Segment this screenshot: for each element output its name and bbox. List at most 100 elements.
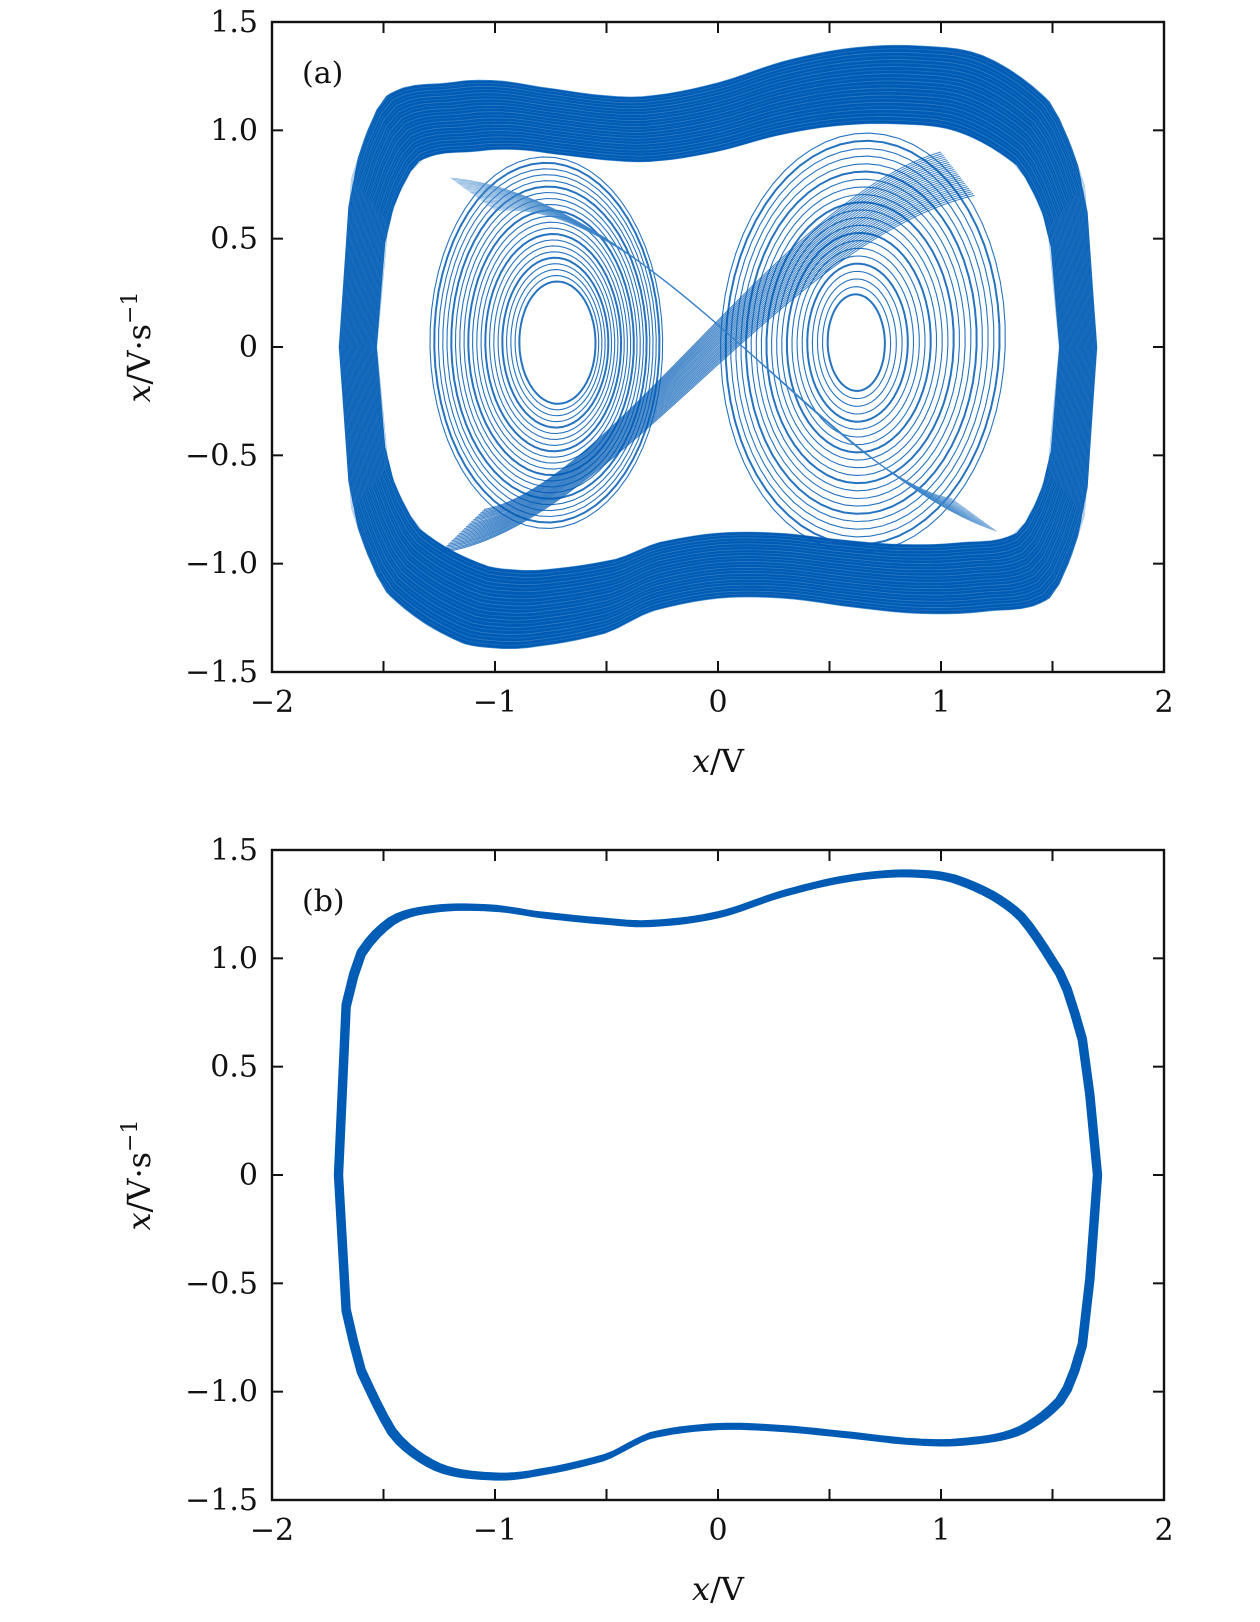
y-axis-label-a: x/V·s−1 bbox=[118, 292, 158, 403]
crossing-strand bbox=[444, 189, 971, 549]
trajectory-orbit bbox=[375, 119, 1061, 575]
scroll-loop bbox=[750, 178, 972, 507]
scroll-loop bbox=[822, 286, 892, 400]
crossing-strand bbox=[476, 158, 947, 517]
limit-cycle-orbit bbox=[336, 871, 1100, 1479]
y-axis-var-a: x bbox=[120, 384, 158, 402]
crossing-strand bbox=[474, 160, 948, 519]
scroll-loop bbox=[755, 186, 966, 500]
crossing-strand bbox=[451, 182, 966, 542]
trajectory-orbit bbox=[369, 109, 1067, 585]
crossing-strand bbox=[455, 179, 963, 538]
axis-ticks-a: −2 −1 0 1 2 −1.5 −1.0 −0.5 0 0.5 1.0 1.5 bbox=[185, 5, 1173, 720]
trajectory-orbit bbox=[347, 62, 1089, 632]
x-axis-unit-b: /V bbox=[710, 1570, 745, 1608]
y-tick-label: 1.0 bbox=[210, 113, 258, 148]
crossing-strand bbox=[448, 186, 968, 545]
scroll-loop bbox=[450, 185, 648, 500]
x-tick-label: 0 bbox=[708, 1513, 727, 1548]
y-tick-label: 0.5 bbox=[210, 1050, 258, 1085]
scroll-loop bbox=[730, 147, 995, 538]
panel-tag-a: (a) bbox=[302, 56, 343, 91]
y-tick-label: −0.5 bbox=[185, 1266, 258, 1301]
x-axis-unit-a: /V bbox=[710, 742, 745, 780]
x-axis-var-b: x bbox=[692, 1570, 710, 1608]
scroll-loop bbox=[791, 240, 926, 446]
crossing-strand bbox=[449, 184, 967, 543]
crossing-strand bbox=[439, 194, 975, 554]
y-tick-label: −1.0 bbox=[185, 1375, 258, 1410]
trajectory-b bbox=[333, 869, 1103, 1481]
scroll-loop bbox=[437, 168, 657, 518]
trajectory-a bbox=[338, 44, 1098, 650]
crossing-strand bbox=[481, 153, 943, 512]
y-tick-label: 0 bbox=[239, 1158, 258, 1193]
trajectory-orbit bbox=[371, 112, 1065, 582]
scroll-loop bbox=[518, 280, 597, 405]
crossing-strand bbox=[473, 161, 950, 521]
scroll-loop bbox=[510, 269, 603, 417]
scroll-loop bbox=[801, 255, 915, 430]
y-tick-label: −1.0 bbox=[185, 547, 258, 582]
trajectory-orbit bbox=[338, 44, 1098, 650]
axis-ticks-b: −2 −1 0 1 2 −1.5 −1.0 −0.5 0 0.5 1.0 1.5 bbox=[185, 833, 1173, 1548]
scroll-loop bbox=[493, 245, 616, 440]
crossing-strand bbox=[478, 156, 946, 516]
scroll-loop bbox=[497, 251, 613, 435]
y-axis-sup-b: −1 bbox=[118, 1120, 143, 1152]
trajectory-orbit bbox=[354, 76, 1082, 617]
crossing-strand bbox=[494, 209, 953, 500]
scroll-loop bbox=[446, 180, 651, 506]
crossing-strand bbox=[471, 163, 951, 523]
crossing-strand bbox=[458, 175, 960, 535]
scroll-loop bbox=[484, 232, 623, 453]
scroll-loop bbox=[806, 262, 909, 423]
y-tick-label: −0.5 bbox=[185, 438, 258, 473]
y-tick-label: 1.5 bbox=[210, 5, 258, 40]
scroll-loop bbox=[816, 278, 897, 407]
x-tick-label: 2 bbox=[1154, 685, 1173, 720]
scroll-loop bbox=[785, 231, 932, 454]
scroll-loop bbox=[724, 139, 1001, 546]
trajectory-orbit bbox=[355, 80, 1081, 614]
chart-panel-b: −2 −1 0 1 2−1.5−1.0−0.500.51.01.5 (b) x/V x/… bbox=[118, 833, 1174, 1608]
trajectory-orbit bbox=[345, 59, 1091, 635]
trajectory-orbit bbox=[358, 84, 1078, 610]
scroll-loop bbox=[501, 256, 610, 429]
y-axis-sup-a: −1 bbox=[118, 292, 143, 324]
scroll-loop bbox=[826, 293, 886, 392]
x-axis-var-a: x bbox=[692, 742, 710, 780]
panel-tag-b: (b) bbox=[302, 884, 345, 919]
x-axis-label-b: x/V bbox=[692, 1570, 745, 1608]
trajectory-orbit bbox=[373, 116, 1063, 578]
y-axis-label-b: x/V·s−1 bbox=[118, 1120, 158, 1231]
trajectory-orbit bbox=[352, 73, 1084, 621]
crossing-strand bbox=[453, 180, 964, 540]
scroll-loop bbox=[514, 275, 600, 411]
crossing-strand bbox=[462, 172, 958, 531]
x-tick-label: 1 bbox=[931, 685, 950, 720]
crossing-strand bbox=[460, 174, 959, 533]
crossing-strand bbox=[480, 154, 944, 514]
scroll-loop bbox=[735, 155, 989, 530]
x-tick-label: −2 bbox=[250, 1513, 294, 1548]
trajectory-orbit bbox=[368, 105, 1068, 589]
crossing-strand bbox=[440, 193, 974, 552]
crossing-strand bbox=[483, 151, 942, 510]
y-tick-label: −1.5 bbox=[185, 655, 258, 690]
plot-frame-b bbox=[270, 848, 1166, 1502]
chart-panel-a: −2 −1 0 1 2−1.5−1.0−0.500.51.01.5 (a) x/V x/… bbox=[118, 5, 1174, 780]
x-axis-label-a: x/V bbox=[692, 742, 745, 780]
limit-cycle-orbit bbox=[333, 869, 1103, 1481]
scroll-loop bbox=[442, 174, 654, 512]
trajectory-orbit bbox=[359, 87, 1077, 607]
trajectory-orbit bbox=[376, 123, 1060, 571]
x-tick-label: −1 bbox=[473, 685, 517, 720]
limit-cycle-orbit bbox=[338, 873, 1098, 1477]
y-axis-unit-b: /V·s bbox=[120, 1152, 158, 1212]
scroll-loop bbox=[506, 263, 606, 423]
crossing-strand bbox=[467, 167, 954, 526]
x-tick-label: −1 bbox=[473, 1513, 517, 1548]
y-axis-var-b: x bbox=[120, 1212, 158, 1230]
